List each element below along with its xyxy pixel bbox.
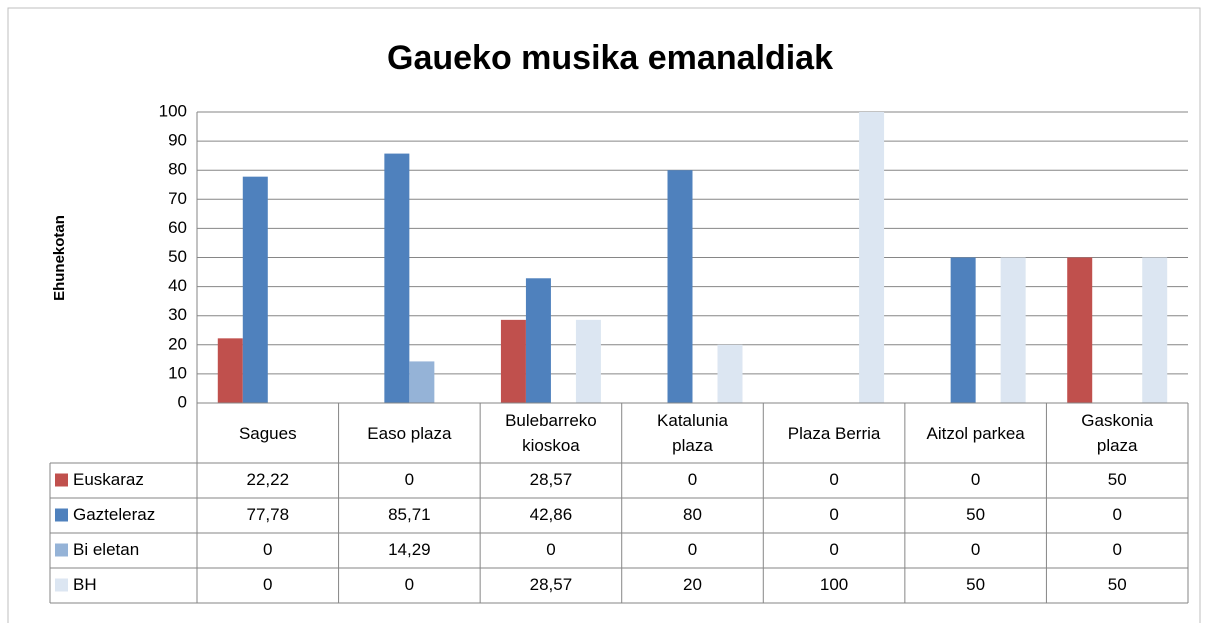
table-value: 22,22 (247, 470, 290, 489)
bar (1000, 257, 1026, 403)
bar (384, 153, 410, 403)
y-tick-label: 100 (159, 101, 187, 120)
bar (242, 176, 268, 403)
table-value: 0 (546, 540, 555, 559)
y-tick-label: 60 (168, 218, 187, 237)
y-tick-label: 10 (168, 363, 187, 382)
table-value: 85,71 (388, 505, 431, 524)
legend-label: Euskaraz (73, 470, 144, 489)
table-value: 100 (820, 575, 848, 594)
x-tick-label: Aitzol parkea (926, 423, 1025, 443)
legend-label: Gazteleraz (73, 505, 155, 524)
y-tick-label: 70 (168, 189, 187, 208)
y-tick-label: 20 (168, 334, 187, 353)
chart-border (7, 7, 1201, 623)
table-value: 50 (1108, 575, 1127, 594)
x-tick-label: Katalunia plaza (657, 411, 728, 455)
legend-label: Bi eletan (73, 540, 139, 559)
table-value: 0 (688, 540, 697, 559)
chart-title: Gaueko musika emanaldiak (387, 39, 833, 77)
table-value: 0 (829, 470, 838, 489)
bar (525, 278, 551, 403)
table-value: 42,86 (530, 505, 573, 524)
y-tick-label: 50 (168, 247, 187, 266)
y-tick-label: 40 (168, 276, 187, 295)
bar (409, 361, 435, 403)
table-value: 0 (405, 575, 414, 594)
table-value: 0 (1112, 540, 1121, 559)
table-value: 0 (829, 540, 838, 559)
table-value: 28,57 (530, 470, 573, 489)
table-value: 0 (829, 505, 838, 524)
table-value: 77,78 (247, 505, 290, 524)
legend-label: BH (73, 575, 97, 594)
table-value: 0 (263, 540, 272, 559)
table-value: 14,29 (388, 540, 431, 559)
x-tick-label: Gaskonia plaza (1081, 411, 1154, 455)
legend-key (55, 543, 68, 557)
bar (717, 344, 743, 403)
table-value: 80 (683, 505, 702, 524)
bar (575, 319, 601, 403)
bar (667, 170, 693, 403)
table-value: 0 (405, 470, 414, 489)
x-tick-label: Plaza Berria (787, 423, 881, 443)
legend-key (55, 508, 68, 522)
table-value: 0 (1112, 505, 1121, 524)
x-tick-label: Bulebarreko kioskoa (505, 411, 597, 455)
table-value: 0 (971, 470, 980, 489)
bar (859, 112, 885, 403)
table-value: 20 (683, 575, 702, 594)
x-tick-label: Easo plaza (367, 423, 452, 443)
y-tick-label: 80 (168, 160, 187, 179)
legend-key (55, 578, 68, 592)
bar (500, 319, 526, 403)
y-axis-label: Ehunekotan (51, 215, 68, 301)
table-value: 50 (966, 505, 985, 524)
table-value: 50 (966, 575, 985, 594)
bar (950, 257, 976, 403)
x-tick-label: Sagues (238, 423, 297, 443)
table-value: 28,57 (530, 575, 573, 594)
bar (1067, 257, 1093, 403)
y-tick-label: 0 (178, 392, 187, 411)
table-value: 0 (688, 470, 697, 489)
table-value: 0 (971, 540, 980, 559)
y-tick-label: 30 (168, 305, 187, 324)
legend-key (55, 473, 68, 487)
table-value: 50 (1108, 470, 1127, 489)
bar (217, 338, 243, 403)
y-tick-label: 90 (168, 131, 187, 150)
bar (1142, 257, 1168, 403)
table-value: 0 (263, 575, 272, 594)
